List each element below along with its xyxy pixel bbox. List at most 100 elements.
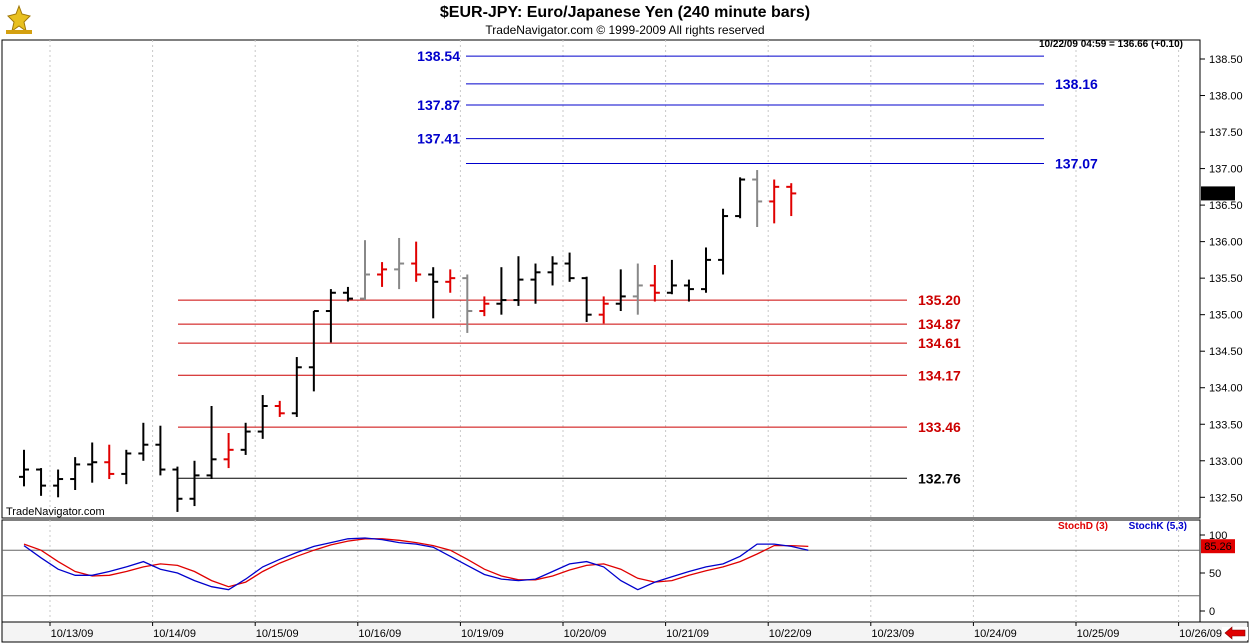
date-axis-label: 10/16/09 [358, 628, 401, 640]
level-label-132.76: 132.76 [918, 470, 961, 486]
ohlc-bar [104, 444, 115, 480]
ohlc-bar [291, 357, 302, 417]
ohlc-bar [752, 170, 763, 228]
ohlc-bar [325, 289, 336, 343]
ohlc-bar [155, 425, 166, 476]
ohlc-bar [462, 274, 473, 333]
ohlc-bar [223, 433, 234, 469]
last-price-marker [1201, 186, 1235, 201]
ohlc-bar [598, 296, 609, 324]
price-axis-label: 136.00 [1209, 237, 1243, 249]
level-label-138.54: 138.54 [417, 48, 460, 64]
stoch-line-stoch_d [23, 538, 809, 588]
date-axis-label: 10/15/09 [256, 628, 299, 640]
ohlc-bar [360, 240, 370, 301]
date-axis-label: 10/25/09 [1077, 628, 1120, 640]
stoch-line-stoch_k [23, 537, 809, 591]
stoch-axis-label: 100 [1209, 530, 1227, 542]
ohlc-bar [274, 400, 285, 417]
date-axis-label: 10/21/09 [666, 628, 709, 640]
price-levels: 138.54 138.16 137.87 137.41 137.07 135.20 134.… [178, 48, 1098, 486]
level-label-134.61: 134.61 [918, 335, 961, 351]
ohlc-bar [649, 265, 660, 302]
ohlc-bar [87, 442, 98, 483]
ohlc-bar [19, 449, 29, 487]
ohlc-bar [70, 457, 81, 490]
ohlc-bar [666, 259, 677, 295]
ohlc-bar [701, 247, 711, 293]
date-axis-label: 10/26/09 [1179, 628, 1222, 640]
last-quote: 10/22/09 04:59 = 136.66 (+0.10) [1039, 39, 1183, 50]
ohlc-bar [138, 422, 149, 461]
legend-stoch-d: StochD (3) [1058, 521, 1108, 532]
chart-header: $EUR-JPY: Euro/Japanese Yen (240 minute … [0, 0, 1250, 40]
ohlc-bar [172, 466, 183, 512]
last-price-value: 136.66 [1201, 188, 1235, 200]
date-axis-label: 10/23/09 [871, 628, 914, 640]
level-label-138.16: 138.16 [1055, 76, 1098, 92]
ohlc-bar [718, 208, 729, 275]
ohlc-bar [53, 469, 64, 498]
stoch-last-marker [1201, 539, 1235, 554]
ohlc-bar [581, 276, 592, 322]
legend-stoch-k: StochK (5,3) [1129, 521, 1187, 532]
chart-title: $EUR-JPY: Euro/Japanese Yen (240 minute … [439, 4, 811, 21]
chart-subtitle: TradeNavigator.com © 1999-2009 All right… [485, 23, 765, 37]
level-label-137.07: 137.07 [1055, 155, 1098, 171]
grid-lines [49, 40, 1180, 622]
ohlc-bar [683, 279, 694, 302]
ohlc-bar [411, 241, 422, 282]
price-axis-label: 133.00 [1209, 456, 1243, 468]
ohlc-bar [530, 263, 541, 304]
date-axis-label: 10/14/09 [153, 628, 196, 640]
ohlc-bar [513, 256, 524, 306]
date-axis-label: 10/22/09 [769, 628, 812, 640]
ohlc-bar [394, 237, 405, 290]
price-axis: 132.50 133.00 133.50 134.00 134.50 135.00 135.… [1200, 54, 1243, 504]
ohlc-bar [786, 183, 797, 217]
ohlc-bar [564, 252, 575, 282]
level-label-137.87: 137.87 [417, 97, 460, 113]
price-panel-frame [1, 39, 1201, 519]
ohlc-bar [377, 262, 388, 287]
level-label-133.46: 133.46 [918, 419, 961, 435]
ohlc-bar [735, 177, 746, 219]
level-label-137.41: 137.41 [417, 131, 460, 147]
date-axis-label: 10/19/09 [461, 628, 504, 640]
ohlc-bar [36, 468, 47, 496]
ohlc-bar [206, 405, 217, 480]
stochastic-panel-frame [1, 519, 1201, 623]
ohlc-bar [496, 267, 507, 315]
date-axis-label: 10/20/09 [564, 628, 607, 640]
price-axis-label: 138.00 [1209, 91, 1243, 103]
stoch-axis-label: 50 [1209, 568, 1221, 580]
ohlc-bar [428, 267, 439, 319]
price-axis-label: 135.50 [1209, 273, 1243, 285]
ohlc-bar [632, 263, 643, 315]
ohlc-bar [189, 460, 200, 507]
price-axis-label: 132.50 [1209, 492, 1243, 504]
price-axis-label: 135.00 [1209, 310, 1243, 322]
date-axis-label: 10/13/09 [51, 628, 94, 640]
ohlc-bar [342, 286, 353, 302]
panel-frames [1, 39, 1249, 643]
level-label-134.17: 134.17 [918, 367, 961, 383]
watermark-text: TradeNavigator.com [6, 506, 105, 518]
ohlc-bar [445, 269, 456, 293]
trade-navigator-logo-icon [2, 2, 36, 36]
ohlc-bar [479, 296, 490, 317]
price-axis-label: 138.50 [1209, 54, 1243, 66]
ohlc-bar [308, 310, 319, 392]
stoch-axis-label: 0 [1209, 606, 1215, 618]
price-axis-label: 137.50 [1209, 127, 1243, 139]
scroll-right-arrow-icon[interactable] [1222, 626, 1248, 640]
level-label-134.87: 134.87 [918, 316, 961, 332]
ohlc-bar [240, 422, 251, 455]
price-axis-label: 136.50 [1209, 200, 1243, 212]
price-bars [19, 170, 797, 512]
price-axis-label: 134.50 [1209, 346, 1243, 358]
date-axis: 10/13/09 10/14/09 10/15/09 10/16/09 10/19/09… [49, 622, 1222, 640]
level-label-135.20: 135.20 [918, 292, 961, 308]
